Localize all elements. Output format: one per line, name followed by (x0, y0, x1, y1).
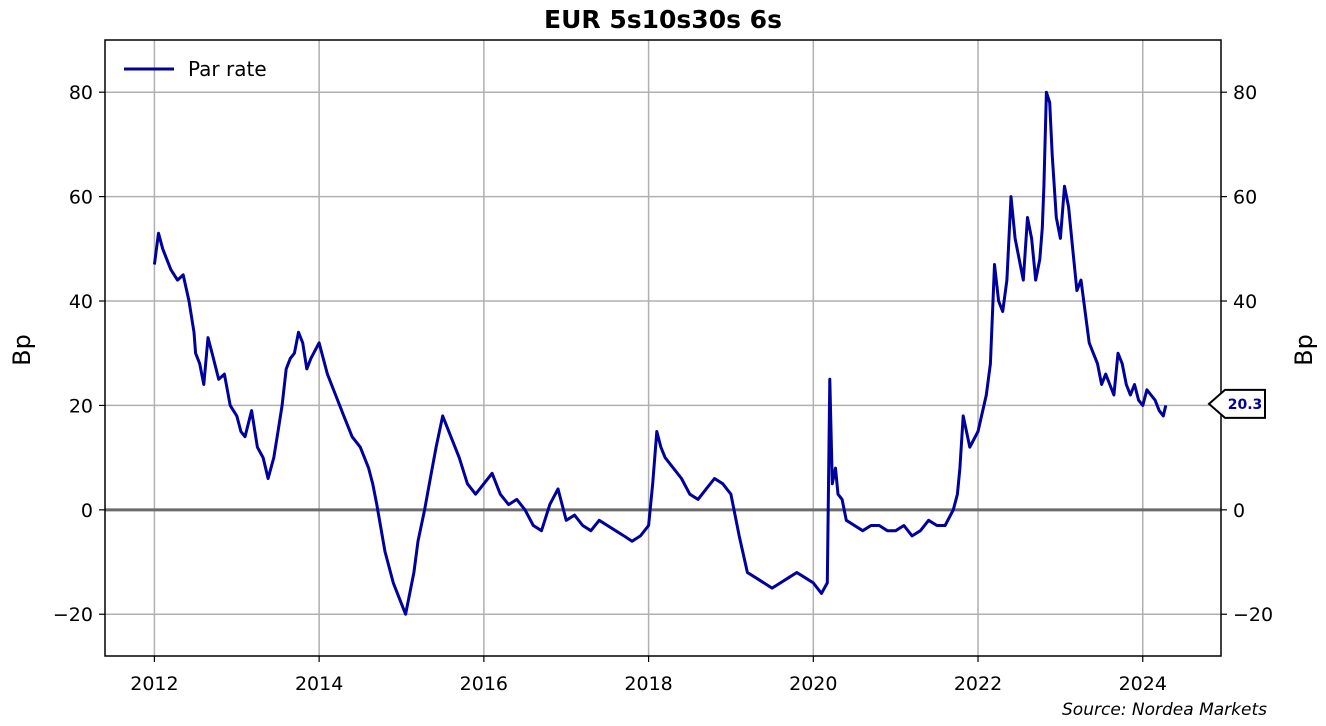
last-value-callout: 20.3 (1207, 388, 1266, 419)
last-value-label: 20.3 (1228, 397, 1263, 413)
y-tick-label-right: −20 (1233, 604, 1273, 626)
y-tick-label-right: 80 (1233, 82, 1257, 104)
x-tick-label: 2016 (460, 673, 508, 695)
source-note: Source: Nordea Markets (1062, 700, 1267, 720)
x-tick-label: 2022 (954, 673, 1002, 695)
x-tick-label: 2020 (789, 673, 837, 695)
plot-frame (104, 39, 1222, 657)
y-tick-label-left: 20 (69, 395, 93, 417)
plot-area (152, 90, 1168, 616)
x-tick-label: 2018 (624, 673, 672, 695)
y-tick-label-right: 40 (1233, 291, 1257, 313)
y-tick-label-left: 0 (81, 500, 93, 522)
y-tick-label-left: 80 (69, 82, 93, 104)
chart-title: EUR 5s10s30s 6s (544, 5, 782, 34)
y-axis-left-ticks: −20 0 20 40 60 80 (53, 82, 105, 626)
y-tick-label-left: 60 (69, 187, 93, 209)
x-tick-label: 2014 (295, 673, 343, 695)
legend-label-par-rate: Par rate (188, 57, 267, 81)
x-axis-ticks: 2012 2014 2016 2018 2020 2022 2024 (130, 656, 1167, 695)
y-tick-label-left: 40 (69, 291, 93, 313)
last-value-marker (1207, 388, 1266, 419)
grid-lines (105, 40, 1221, 656)
y-axis-right-label: Bp (1290, 334, 1318, 366)
y-tick-label-right: 60 (1233, 187, 1257, 209)
legend: Par rate (124, 57, 267, 81)
y-axis-left-label: Bp (8, 334, 36, 366)
x-tick-label: 2024 (1119, 673, 1167, 695)
y-tick-label-right: 0 (1233, 500, 1245, 522)
x-tick-label: 2012 (130, 673, 178, 695)
series-line-par-rate (152, 90, 1168, 616)
y-tick-label-left: −20 (53, 604, 93, 626)
